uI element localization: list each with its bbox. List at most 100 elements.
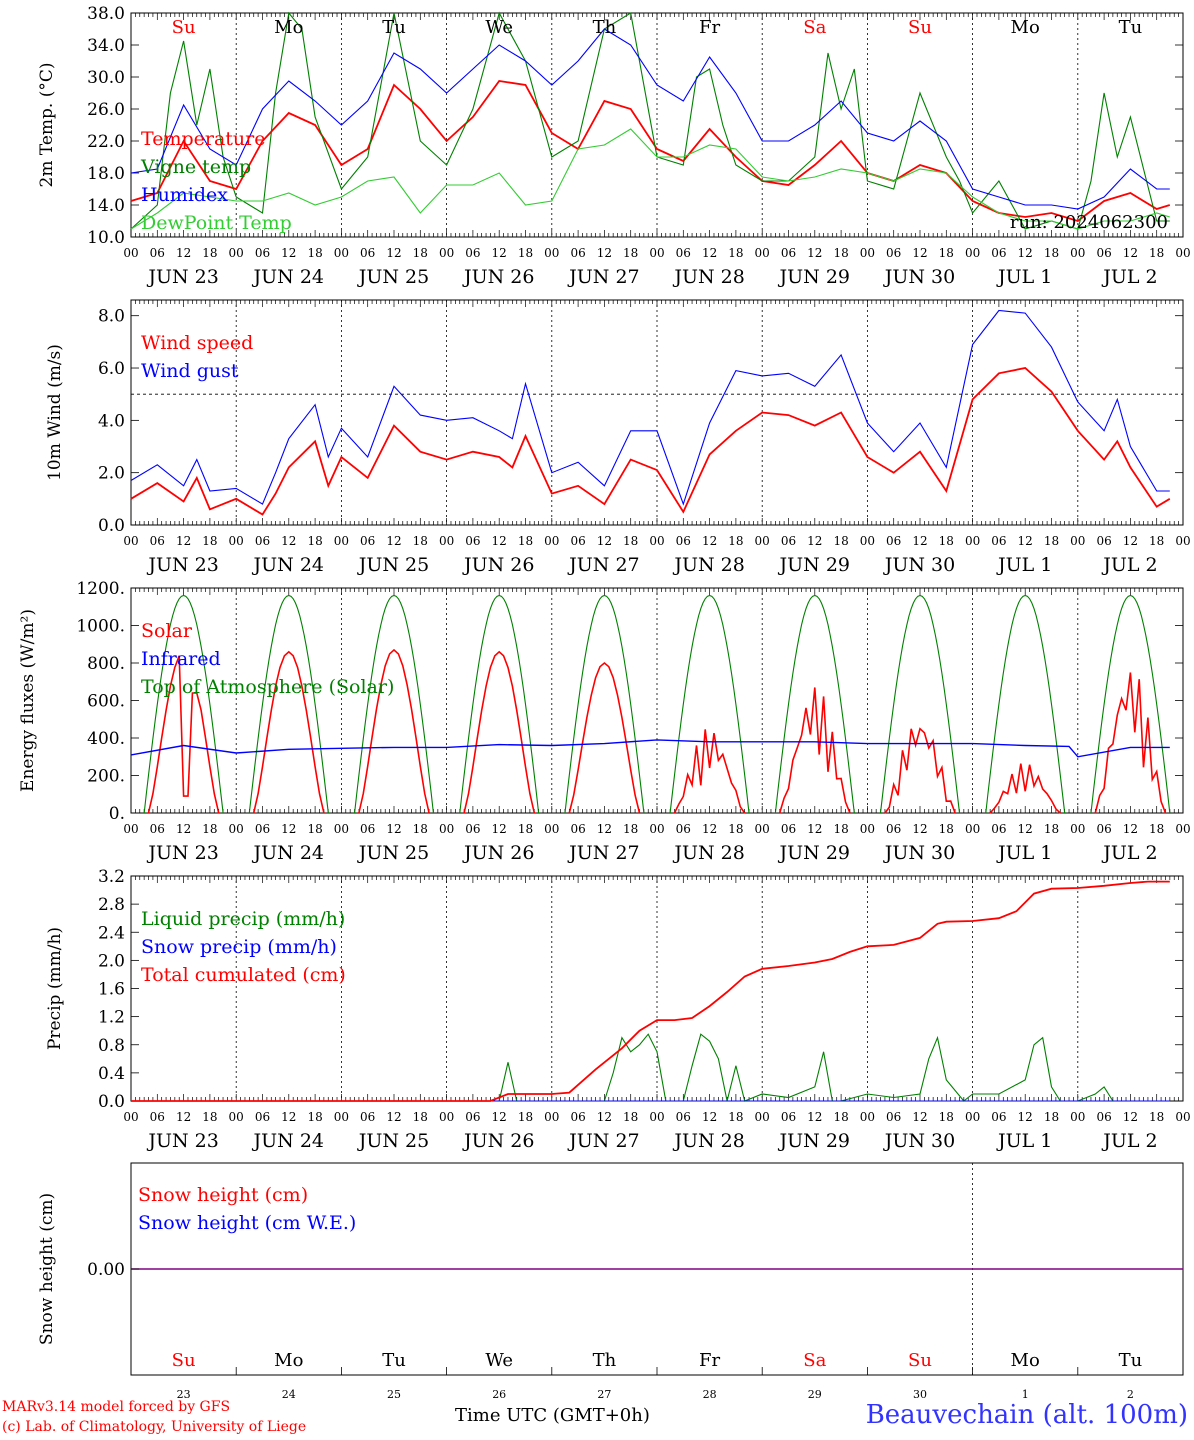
hour-tick-label: 06 [465,534,480,548]
hour-tick-label: 06 [255,534,270,548]
weekday-label: Tu [382,1350,406,1371]
series-line [130,367,1171,516]
hour-tick-label: 00 [965,822,980,836]
hour-tick-label: 06 [570,1110,585,1124]
hour-tick-label: 12 [386,246,401,260]
legend-entry: Temperature [141,128,265,150]
date-label: JUL 1 [996,842,1052,864]
toa-arc [354,594,434,814]
date-label: JUN 29 [778,554,850,576]
y-tick-label: 1000. [76,617,125,637]
date-label: JUN 29 [778,1130,850,1152]
date-label: JUN 25 [357,842,429,864]
hour-tick-label: 12 [597,246,612,260]
hour-tick-label: 06 [255,246,270,260]
hour-tick-label: 18 [1149,822,1164,836]
legend-entry: Infrared [141,648,221,670]
toa-arc [879,594,961,814]
hour-tick-label: 00 [860,1110,875,1124]
hour-tick-label: 06 [465,246,480,260]
hour-tick-label: 06 [1096,822,1111,836]
hour-tick-label: 06 [886,822,901,836]
hour-tick-label: 06 [255,822,270,836]
weekday-label: Su [172,1350,196,1371]
y-axis-label: Precip (mm/h) [45,927,65,1050]
hour-tick-label: 00 [649,822,664,836]
date-label: JUN 28 [672,842,744,864]
series-line [130,309,1170,506]
toa-arc [564,594,645,814]
hour-tick-label: 00 [1175,534,1190,548]
hour-tick-label: 00 [544,822,559,836]
hour-tick-label: 12 [386,1110,401,1124]
hour-tick-label: 00 [965,246,980,260]
date-label: JUN 26 [462,266,534,288]
hour-tick-label: 18 [623,246,638,260]
solar-curve [673,729,746,814]
date-label: JUN 25 [357,266,429,288]
hour-tick-label: 06 [676,1110,691,1124]
hour-tick-label: 00 [229,534,244,548]
hour-tick-label: 12 [281,534,296,548]
hour-tick-label: 06 [255,1110,270,1124]
hour-tick-label: 00 [439,534,454,548]
y-tick-label: 14.0 [87,196,125,216]
series-line [131,880,1170,1102]
y-tick-label: 4.0 [98,411,125,431]
date-label: JUL 1 [996,554,1052,576]
hour-tick-label: 18 [518,1110,533,1124]
hour-tick-label: 00 [1175,246,1190,260]
hour-tick-label: 18 [833,1110,848,1124]
weekday-label: Th [593,1350,617,1371]
day-number-label: 2 [1127,1388,1134,1401]
weekday-label: Sa [803,17,826,38]
hour-tick-label: 00 [229,1110,244,1124]
hour-tick-label: 06 [465,1110,480,1124]
date-label: JUN 24 [252,554,324,576]
hour-tick-label: 06 [676,822,691,836]
series-line [130,80,1171,222]
hour-tick-label: 00 [755,246,770,260]
date-label: JUN 28 [672,1130,744,1152]
hour-tick-label: 18 [202,1110,217,1124]
hour-tick-label: 18 [728,246,743,260]
hour-tick-label: 00 [123,1110,138,1124]
hour-tick-label: 00 [544,246,559,260]
hour-tick-label: 00 [860,246,875,260]
weekday-label: Th [593,17,617,38]
weekday-label: Su [908,17,932,38]
hour-tick-label: 12 [386,534,401,548]
weekday-label: Su [908,1350,932,1371]
hour-tick-label: 18 [307,1110,322,1124]
hour-tick-label: 12 [176,534,191,548]
date-label: JUN 26 [462,842,534,864]
hour-tick-label: 06 [676,534,691,548]
hour-tick-label: 18 [939,822,954,836]
hour-tick-label: 00 [860,534,875,548]
hour-tick-label: 12 [1123,822,1138,836]
hour-tick-label: 00 [860,822,875,836]
hour-tick-label: 00 [229,822,244,836]
hour-tick-label: 18 [623,1110,638,1124]
hour-tick-label: 06 [360,246,375,260]
weekday-label: Mo [274,1350,303,1371]
day-number-label: 26 [492,1388,506,1401]
toa-arc [669,594,750,814]
lab-credit: (c) Lab. of Climatology, University of L… [2,1419,307,1435]
y-tick-label: 26.0 [87,100,125,120]
y-tick-label: 600. [87,692,125,712]
y-axis-label: Energy fluxes (W/m²) [18,609,38,792]
legend-entry: DewPoint Temp [141,212,292,234]
y-tick-label: 0.8 [98,1036,125,1056]
hour-tick-label: 06 [1096,246,1111,260]
hour-tick-label: 06 [781,1110,796,1124]
series-line [130,128,1170,230]
hour-tick-label: 18 [1149,1110,1164,1124]
y-tick-label: 30.0 [87,68,125,88]
hour-tick-label: 12 [386,822,401,836]
weekday-label: Mo [274,17,303,38]
hour-tick-label: 18 [939,534,954,548]
date-label: JUN 23 [146,554,218,576]
hour-tick-label: 18 [518,534,533,548]
legend-entry: Liquid precip (mm/h) [141,908,345,930]
